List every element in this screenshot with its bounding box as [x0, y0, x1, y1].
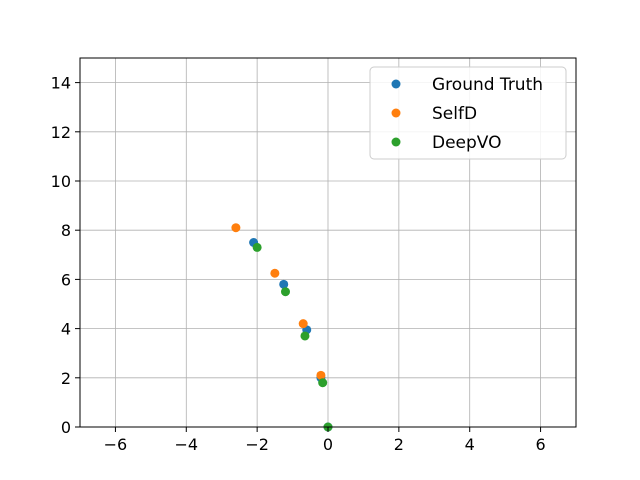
legend-label-selfd: SelfD	[432, 104, 477, 124]
legend-marker-ground-truth	[391, 79, 401, 89]
point-deepvo	[318, 378, 328, 388]
legend-box	[369, 66, 567, 160]
point-selfd	[270, 268, 280, 278]
x-tick-label: 2	[394, 435, 404, 454]
y-tick-label: 14	[51, 74, 71, 93]
x-tick-label: −2	[245, 435, 269, 454]
legend-marker-selfd	[391, 108, 401, 118]
y-tick-label: 6	[61, 270, 71, 289]
y-tick-label: 8	[61, 221, 71, 240]
x-tick-label: −4	[174, 435, 198, 454]
point-deepvo	[280, 287, 290, 297]
legend-label-ground-truth: Ground Truth	[432, 75, 543, 95]
y-tick-label: 0	[61, 418, 71, 437]
x-tick-label: 4	[465, 435, 475, 454]
x-tick-label: 0	[323, 435, 333, 454]
point-ground-truth	[279, 279, 289, 289]
x-tick-label: −6	[104, 435, 128, 454]
point-deepvo	[300, 331, 310, 341]
point-deepvo	[252, 242, 262, 252]
y-tick-label: 12	[51, 123, 71, 142]
x-tick-label: 6	[535, 435, 545, 454]
y-tick-label: 2	[61, 369, 71, 388]
axis-ticks: −6 −4 −2 0 2 4 6 0 2 4 6 8 10 12 14	[51, 74, 546, 454]
data-points	[231, 223, 333, 432]
point-selfd	[316, 370, 326, 380]
legend: Ground Truth SelfD DeepVO	[369, 66, 567, 160]
y-tick-label: 10	[51, 172, 71, 191]
point-selfd	[231, 223, 241, 233]
legend-label-deepvo: DeepVO	[432, 133, 502, 153]
point-selfd	[298, 319, 308, 329]
y-tick-label: 4	[61, 320, 71, 339]
legend-marker-deepvo	[391, 137, 401, 147]
